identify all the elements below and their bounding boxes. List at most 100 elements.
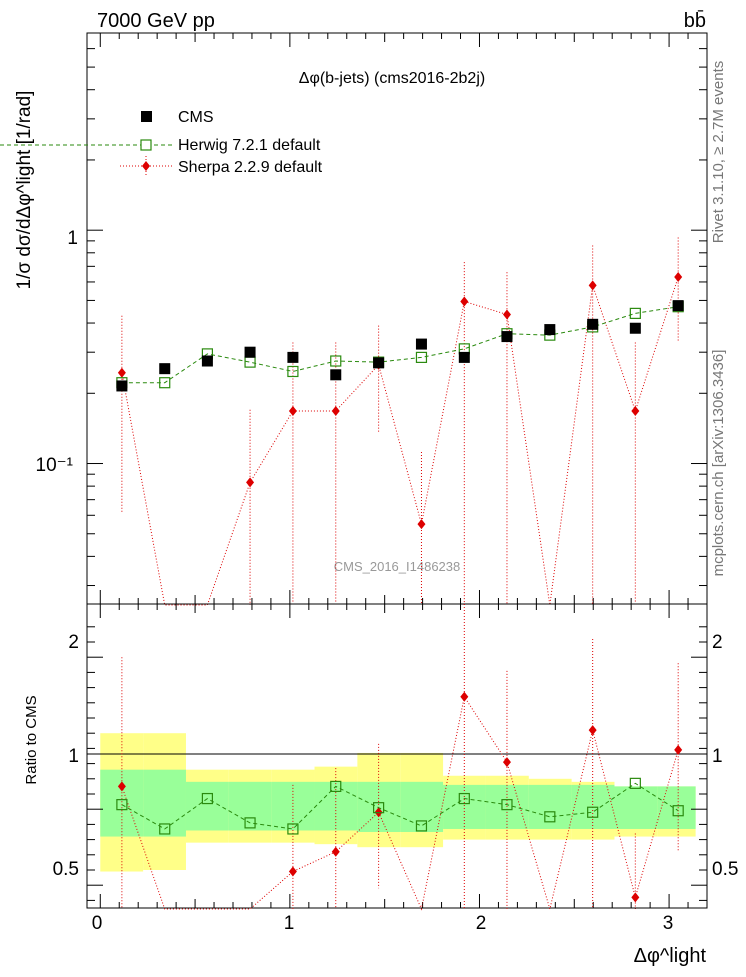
sherpa-point: [417, 519, 426, 530]
cms-series: [116, 300, 684, 392]
main-ytick-label-0: 10⁻¹: [36, 455, 74, 476]
ratio-herwig-point: [159, 823, 171, 835]
ratio-herwig-series: [116, 777, 684, 835]
ratio-ytick-left-0: 0.5: [53, 859, 79, 880]
plot-title: Δφ(b-jets) (cms2016-2b2j): [299, 70, 485, 87]
ratio-bands-layer: [100, 733, 696, 872]
main-ylabel: 1/σ dσ/dΔφ^light [1/rad]: [14, 91, 35, 290]
ratio-ytick-left-2: 2: [68, 632, 79, 653]
xtick-label-1: 1: [284, 913, 295, 934]
ratio-ytick-right-1: 1: [712, 746, 723, 767]
xlabel: Δφ^light: [634, 945, 707, 967]
sherpa-point: [631, 405, 640, 416]
herwig-point: [629, 307, 641, 319]
herwig-point: [330, 355, 342, 367]
uncertainty-band-inner: [228, 781, 272, 831]
ratio-sherpa-point: [288, 866, 297, 877]
uncertainty-band-inner: [185, 781, 229, 831]
ratio-sherpa-point: [460, 691, 469, 702]
ratio-sherpa-point: [117, 781, 126, 792]
ratio-herwig-point: [501, 799, 513, 811]
legend-marker-sherpa: [142, 161, 150, 171]
ratio-ylabel: Ratio to CMS: [23, 695, 40, 784]
ratio-sherpa-point: [588, 725, 597, 736]
xtick-label-3: 3: [663, 913, 674, 934]
cms-point: [587, 318, 599, 330]
sherpa-point: [246, 477, 255, 488]
ratio-herwig-point: [116, 799, 128, 811]
cms-point: [415, 338, 427, 350]
cms-point: [159, 363, 171, 375]
main-y-ticks: [87, 32, 707, 587]
ratio-herwig-point: [458, 792, 470, 805]
ratio-herwig-point: [330, 780, 342, 793]
sherpa-point: [588, 280, 597, 291]
energy-label: 7000 GeV pp: [97, 10, 215, 32]
herwig-line: [121, 306, 679, 384]
sherpa-point: [331, 405, 340, 416]
cms-point: [201, 355, 213, 367]
herwig-point: [159, 377, 171, 389]
uncertainty-band-inner: [614, 786, 658, 829]
main-panel: 10⁻¹ 1 1/σ dσ/dΔφ^light [1/rad] Δφ(b-jet…: [0, 32, 708, 606]
main-x-ticks: [99, 33, 689, 604]
legend-label-sherpa: Sherpa 2.2.9 default: [178, 159, 323, 176]
sherpa-point: [460, 296, 469, 307]
watermark: CMS_2016_I1486238: [334, 559, 461, 574]
herwig-series: [116, 301, 684, 389]
legend-label-cms: CMS: [178, 109, 214, 126]
cms-point: [244, 346, 256, 358]
ratio-herwig-line: [121, 782, 679, 830]
uncertainty-band-inner: [657, 786, 696, 829]
cms-point: [501, 331, 513, 343]
ratio-panel-frame: [86, 603, 708, 909]
cms-point: [672, 300, 684, 312]
herwig-point: [287, 365, 299, 378]
ratio-sherpa-point: [631, 892, 640, 903]
legend-marker-cms: [141, 111, 152, 122]
uncertainty-band-inner: [443, 784, 486, 829]
legend-marker-herwig: [140, 139, 152, 151]
ratio-series-layer: [116, 604, 684, 911]
rivet-label: Rivet 3.1.10, ≥ 2.7M events: [710, 61, 727, 244]
uncertainty-band-inner: [143, 769, 186, 837]
ratio-herwig-point: [373, 802, 385, 814]
cms-point: [373, 357, 385, 369]
cms-point: [287, 351, 299, 363]
ratio-herwig-point: [672, 805, 684, 817]
ratio-ytick-left-1: 1: [68, 746, 79, 767]
herwig-point: [415, 351, 428, 363]
ratio-ytick-right-0: 0.5: [712, 859, 738, 880]
sherpa-line: [121, 276, 679, 606]
ratio-sherpa-point: [502, 757, 511, 768]
cms-point: [544, 324, 556, 336]
ratio-y-ticks: [87, 626, 707, 901]
herwig-point: [244, 356, 256, 368]
ratio-herwig-point: [287, 823, 299, 835]
main-ytick-label-1: 1: [67, 228, 78, 249]
sherpa-point: [674, 272, 683, 283]
cms-point: [330, 369, 342, 381]
ratio-x-ticks: [99, 604, 689, 908]
ratio-panel: 0.5 1 2 0.5 1 2 Ratio to CMS 0 1 2 3 Δφ^…: [23, 603, 738, 967]
mcplots-label: mcplots.cern.ch [arXiv:1306.3436]: [710, 350, 727, 577]
cms-point: [116, 380, 128, 392]
xtick-label-2: 2: [476, 913, 487, 934]
ratio-herwig-point: [201, 792, 213, 805]
ratio-herwig-point: [587, 806, 599, 818]
ratio-herwig-point: [544, 811, 556, 823]
sherpa-point: [502, 309, 511, 320]
ratio-herwig-point: [415, 820, 428, 832]
xtick-label-0: 0: [92, 913, 103, 934]
legend-label-herwig: Herwig 7.2.1 default: [178, 137, 321, 154]
process-label: bb̄: [684, 9, 706, 32]
sherpa-point: [288, 405, 297, 416]
ratio-sherpa-series: [117, 604, 683, 911]
ratio-herwig-point: [629, 777, 641, 789]
main-series-layer: [116, 237, 684, 606]
ratio-ytick-right-2: 2: [712, 632, 723, 653]
sherpa-series: [117, 237, 683, 606]
cms-point: [629, 322, 641, 334]
